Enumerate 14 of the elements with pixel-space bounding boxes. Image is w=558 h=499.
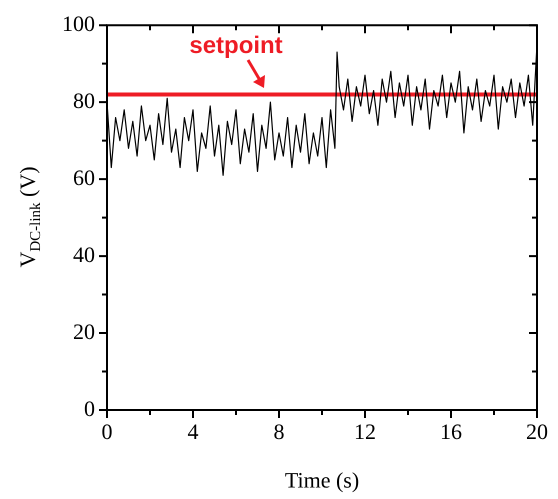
x-axis-title: Time (s) — [284, 468, 360, 493]
x-tick-label: 4 — [188, 418, 198, 444]
x-tick-label: 0 — [102, 418, 112, 444]
x-tick-label: 12 — [354, 418, 376, 444]
y-tick-label: 40 — [73, 242, 95, 267]
ref-line-label: setpoint — [189, 32, 283, 60]
x-tick-label: 8 — [274, 418, 284, 444]
y-tick-label: 0 — [84, 396, 95, 421]
x-tick-label: 20 — [526, 418, 548, 444]
y-tick-label: 60 — [73, 164, 95, 190]
y-tick-label: 80 — [73, 88, 95, 113]
y-tick-label: 100 — [62, 10, 95, 36]
y-tick-label: 20 — [73, 318, 95, 344]
x-tick-label: 16 — [440, 418, 462, 444]
